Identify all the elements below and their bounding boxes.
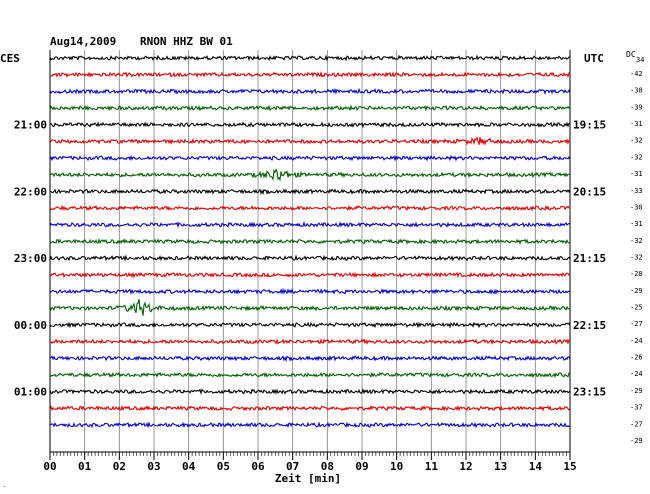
dc-offset-value: -32 [630,153,643,161]
station-channel: RNON HHZ BW 01 [140,35,233,48]
dc-offset-value: -32 [630,137,643,145]
dc-offset-value: -25 [630,304,643,312]
left-time-label: 00:00 [14,319,47,332]
x-tick-label: 12 [459,460,472,473]
dc-offset-value: -29 [630,437,643,445]
seismic-trace [49,104,571,112]
x-tick-label: 05 [217,460,230,473]
plot-grid [49,50,571,452]
x-tick-label: 08 [321,460,334,473]
x-tick-label: 15 [563,460,576,473]
right-time-label: 22:15 [573,319,606,332]
left-time-labels: 21:00 22:00 23:00 00:00 01:00 [14,119,47,399]
dc-label-sub: 34 [636,56,644,64]
right-time-label: 21:15 [573,252,606,265]
seismic-trace [49,321,571,329]
seismic-trace [49,355,571,362]
seismic-trace [49,121,571,129]
x-axis: 00 01 02 03 04 05 06 07 08 09 10 11 12 13 14 15 [43,451,577,473]
x-tick-label: 06 [251,460,265,473]
seismic-trace [49,371,571,379]
right-time-label: 19:15 [573,119,606,132]
dc-offset-value: -28 [630,270,643,278]
seismic-trace [49,254,571,262]
x-tick-label: 13 [494,460,507,473]
seismic-trace [49,338,571,346]
recording-date: Aug14,2009 [50,35,116,48]
x-tick-label: 00 [43,460,56,473]
seismic-trace [49,221,571,229]
dc-offset-value: -33 [630,187,643,195]
dc-offset-value: -30 [630,203,643,211]
seismic-trace [49,54,571,62]
right-time-label: 20:15 [573,185,606,198]
seismic-trace [49,299,571,316]
seismic-trace [49,136,571,146]
seismic-trace [49,271,571,279]
dc-offset-value: -37 [630,404,643,412]
seismic-trace [49,168,571,182]
left-time-label: 23:00 [14,252,47,265]
dc-offset-value: -29 [630,387,643,395]
seismic-trace [49,387,571,396]
left-time-label: 01:00 [14,386,47,399]
dc-offset-labels: -42 -38 -39 -31 -32 -32 -31 -33 -30 -31 -32 -32 -28 -… [630,70,643,445]
dc-offset-value: -42 [630,70,643,78]
x-tick-label: 01 [78,460,92,473]
seismic-trace [49,204,571,212]
right-time-label: 23:15 [573,386,606,399]
dc-offset-value: -31 [630,170,643,178]
x-tick-label: 09 [355,460,368,473]
seismic-trace [49,154,571,162]
x-tick-label: 14 [529,460,543,473]
x-axis-label: Zeit [min] [275,472,341,485]
dc-offset-value: -38 [630,87,643,95]
trace-group [49,54,571,429]
left-time-label: 22:00 [14,185,47,198]
right-time-labels: 19:15 20:15 21:15 22:15 23:15 [573,119,606,399]
x-tick-label: 04 [182,460,196,473]
dc-offset-value: -26 [630,354,643,362]
dc-offset-value: -24 [630,337,643,345]
dc-offset-value: -27 [630,320,643,328]
seismic-trace [49,188,571,196]
x-tick-label: 07 [286,460,299,473]
x-tick-label: 11 [425,460,439,473]
seismic-trace [49,87,571,95]
seismic-trace [49,237,571,245]
left-timezone-label: CES [0,52,20,65]
corner-mark: . [3,482,7,489]
x-tick-label: 10 [390,460,403,473]
seismic-trace [49,70,571,78]
seismic-trace [49,287,571,296]
seismic-trace [49,421,571,429]
seismic-trace [49,404,571,412]
x-tick-label: 02 [113,460,126,473]
dc-offset-value: -27 [630,420,643,428]
dc-offset-value: -32 [630,253,643,261]
dc-offset-value: -24 [630,370,643,378]
x-tick-label: 03 [147,460,160,473]
dc-offset-value: -31 [630,120,643,128]
dc-offset-value: -31 [630,220,643,228]
left-time-label: 21:00 [14,119,47,132]
dc-offset-value: -32 [630,237,643,245]
dc-label: DC [626,50,636,59]
dc-offset-value: -29 [630,287,643,295]
right-timezone-label: UTC [584,52,604,65]
dc-offset-value: -39 [630,103,643,111]
